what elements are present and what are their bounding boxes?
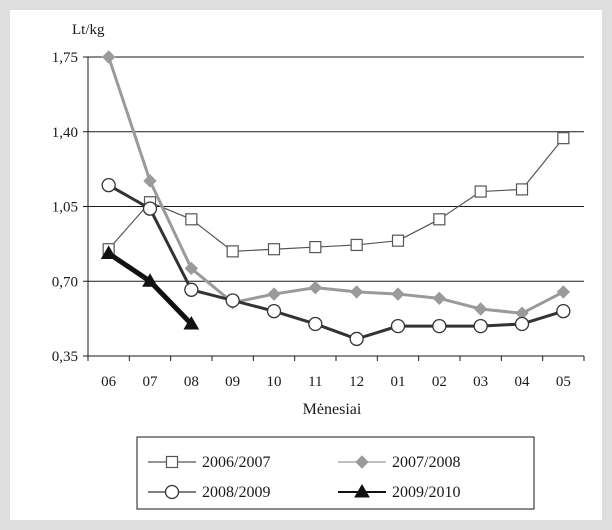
data-point (143, 174, 157, 188)
series-line (108, 137, 564, 252)
legend-label: 2006/2007 (202, 454, 270, 471)
data-point (349, 285, 364, 299)
data-point (185, 213, 198, 226)
x-tick-label: 12 (349, 374, 364, 390)
x-tick-label: 07 (143, 374, 159, 390)
series-2007-2008 (101, 50, 571, 320)
x-tick-label: 02 (432, 374, 447, 390)
y-tick-label: 0,35 (52, 349, 78, 365)
x-tick-label: 05 (556, 374, 571, 390)
y-tick-labels: 0,35 0,70 1,05 1,40 1,75 (52, 50, 78, 365)
data-point (473, 318, 488, 334)
data-point (432, 291, 447, 306)
data-point (142, 273, 158, 287)
data-point (184, 282, 199, 297)
data-point (474, 185, 487, 198)
x-axis-label: Mėnesiai (303, 401, 362, 418)
y-tick-label: 1,05 (52, 200, 78, 216)
legend-marker (355, 455, 369, 469)
data-point (391, 234, 405, 247)
data-point (101, 50, 116, 64)
y-tick-label: 1,40 (52, 125, 78, 141)
legend-entry: 2006/2007 (148, 454, 270, 471)
data-point (226, 245, 239, 258)
legend-marker (354, 484, 370, 498)
x-tick-label: 08 (184, 374, 199, 390)
data-point (101, 177, 116, 193)
data-point (390, 318, 406, 334)
legend: 2006/2007 2007/2008 2008/2009 2009/2010 (136, 436, 535, 510)
y-tick-label: 1,75 (52, 50, 78, 66)
axes (83, 56, 585, 361)
data-point (556, 303, 571, 319)
data-point (266, 303, 282, 319)
x-tick-label: 06 (101, 374, 117, 390)
x-tick-labels: 06 07 08 09 10 11 12 01 02 03 04 05 (101, 374, 571, 390)
data-point (433, 213, 446, 226)
x-tick-label: 04 (515, 374, 531, 390)
legend-entry: 2009/2010 (338, 484, 460, 501)
data-point (515, 183, 529, 196)
x-tick-label: 10 (267, 374, 282, 390)
series-group (100, 50, 571, 347)
legend-label: 2009/2010 (392, 484, 460, 501)
y-axis-label: Lt/kg (72, 22, 105, 38)
data-point (432, 318, 447, 334)
data-point (142, 201, 158, 216)
x-tick-label: 01 (391, 374, 406, 390)
y-tick-label: 0,70 (52, 274, 78, 290)
legend-box (136, 436, 535, 510)
series-line (107, 56, 565, 315)
data-point (349, 331, 364, 347)
series-line (107, 183, 564, 341)
legend-marker (164, 484, 180, 500)
data-point (391, 287, 405, 301)
legend-label: 2008/2009 (202, 484, 270, 501)
series-2006-2007 (102, 132, 570, 258)
data-point (184, 261, 199, 276)
legend-label: 2007/2008 (392, 454, 460, 471)
data-point (267, 243, 281, 256)
data-point (225, 293, 240, 308)
line-chart: Lt/kg 0,35 0,70 1,05 1,40 1,75 06 07 08 09 10 11 1… (52, 22, 585, 510)
x-tick-label: 09 (225, 374, 240, 390)
x-tick-label: 11 (308, 374, 322, 390)
series-2008-2009 (101, 177, 571, 347)
data-point (183, 315, 200, 330)
legend-marker (165, 455, 179, 469)
data-point (514, 316, 530, 332)
data-point (350, 238, 363, 252)
data-point (309, 240, 322, 254)
series-2009-2010 (100, 245, 200, 330)
x-tick-label: 03 (473, 374, 488, 390)
data-point (473, 302, 488, 316)
legend-entry: 2008/2009 (148, 484, 270, 501)
data-point (308, 316, 323, 332)
data-point (100, 245, 117, 259)
grid (88, 56, 584, 282)
data-point (556, 285, 571, 299)
data-point (557, 132, 570, 145)
legend-entry: 2007/2008 (338, 454, 460, 471)
data-point (267, 287, 281, 301)
data-point (308, 280, 323, 295)
